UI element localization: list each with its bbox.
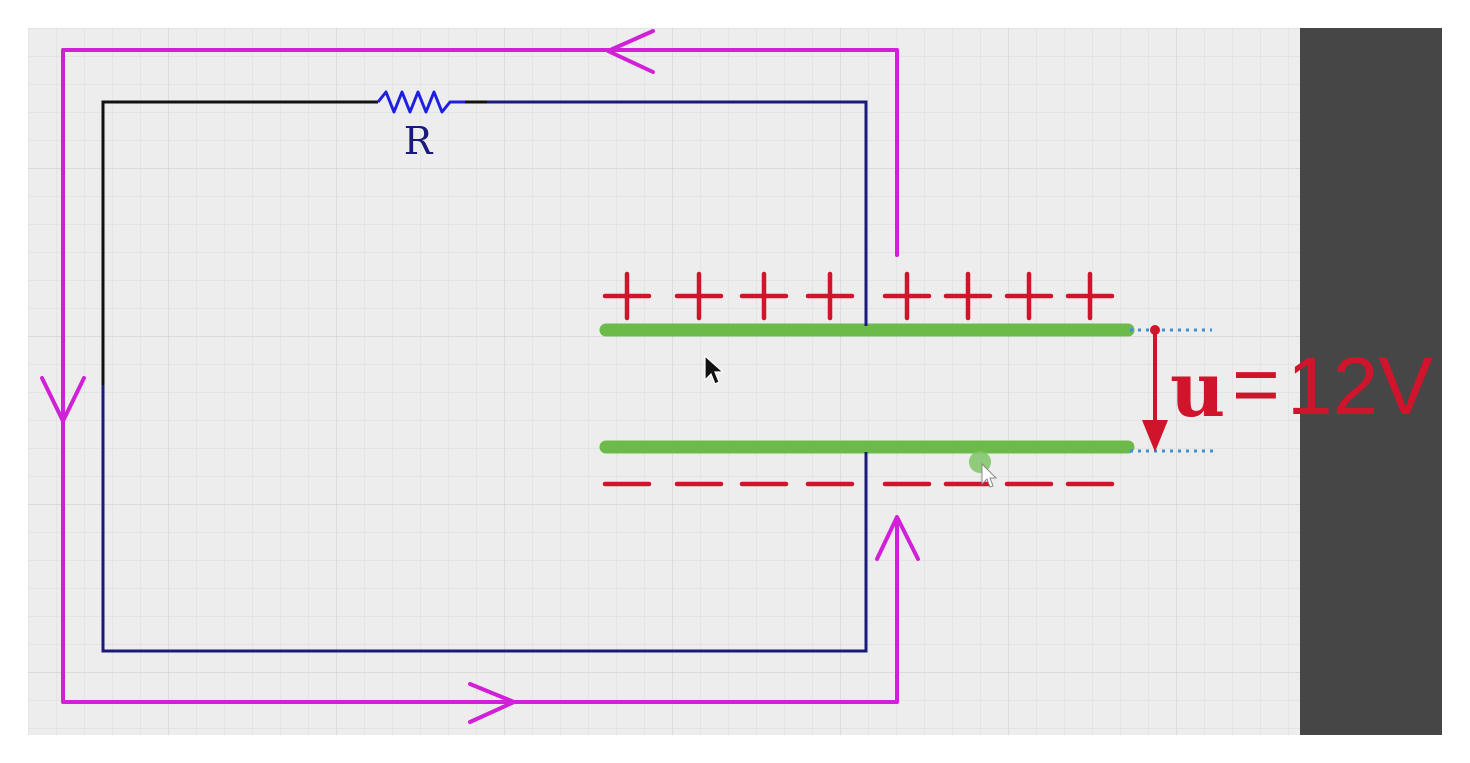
plus-charge-icon (943, 271, 993, 321)
capacitor (599, 323, 1135, 454)
wire-top-right (487, 100, 868, 327)
positive-charges (602, 271, 1115, 321)
arrow-bottom-right-icon (468, 682, 516, 724)
arrow-top-left-icon (606, 29, 655, 74)
current-path-line (61, 48, 899, 704)
plus-charge-icon (882, 271, 932, 321)
canvas-grid (28, 28, 1300, 735)
resistor-label: R (404, 119, 434, 163)
arrow-right-up-icon (875, 515, 920, 561)
current-flow-path (40, 29, 920, 724)
plus-charge-icon (602, 271, 652, 321)
side-panel (1300, 28, 1442, 735)
hand-cursor-icon (969, 451, 998, 488)
voltage-guides (1130, 328, 1216, 453)
voltage-symbol: u (1170, 345, 1225, 434)
plus-charge-icon (674, 271, 724, 321)
arrow-left-down-icon (40, 376, 86, 423)
wire-left-bottom (101, 385, 868, 653)
wire-left-top-black (101, 100, 360, 385)
resistor-icon (376, 90, 465, 114)
plus-charge-icon (739, 271, 789, 321)
plus-charge-icon (1065, 271, 1115, 321)
plus-charge-icon (805, 271, 855, 321)
plus-charge-icon (1004, 271, 1054, 321)
circuit-wires (101, 100, 868, 653)
mouse-pointer-icon (704, 354, 725, 385)
voltage-value: 12V (1287, 341, 1433, 432)
voltage-equals: = (1232, 339, 1280, 430)
voltage-arrow-icon (1142, 325, 1168, 452)
